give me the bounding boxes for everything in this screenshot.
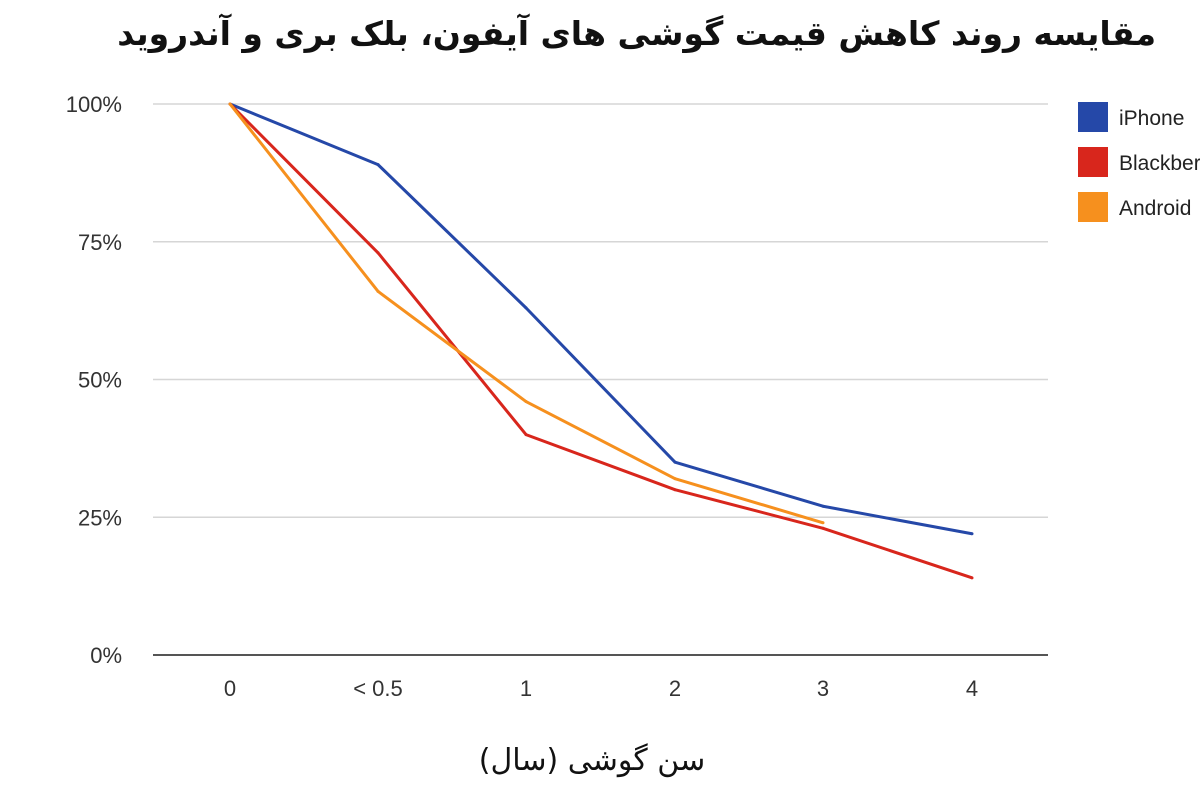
x-tick-label: 0 xyxy=(224,676,236,701)
data-point-iphone xyxy=(673,460,677,464)
data-point-blackberry xyxy=(673,488,677,492)
data-point-android xyxy=(524,400,528,404)
data-point-android xyxy=(673,477,677,481)
x-tick-label: 2 xyxy=(669,676,681,701)
x-tick-label: 4 xyxy=(966,676,978,701)
data-point-android xyxy=(376,289,380,293)
series-lines xyxy=(228,102,974,580)
data-point-iphone xyxy=(970,532,974,536)
data-point-iphone xyxy=(821,504,825,508)
data-point-blackberry xyxy=(821,526,825,530)
x-axis-title: سن گوشی (سال) xyxy=(479,743,705,778)
chart-title: مقایسه روند کاهش قیمت گوشی های آیفون، بل… xyxy=(117,14,1156,53)
series-line-blackberry xyxy=(228,102,973,580)
legend-label-blackberry: Blackberry xyxy=(1119,152,1200,175)
legend: iPhone Blackberry Android xyxy=(1078,102,1200,222)
legend-label-iphone: iPhone xyxy=(1119,107,1184,130)
data-point-blackberry xyxy=(376,251,380,255)
x-tick-label: 3 xyxy=(817,676,829,701)
x-axis-ticks: 0 < 0.5 1 2 3 4 xyxy=(224,676,978,701)
x-tick-label: < 0.5 xyxy=(353,676,403,701)
data-point-android xyxy=(821,521,825,525)
gridlines xyxy=(153,103,1048,656)
data-point-iphone xyxy=(376,163,380,167)
data-point-blackberry xyxy=(970,576,974,580)
y-tick-label: 100% xyxy=(66,92,122,117)
legend-swatch-blackberry xyxy=(1078,147,1108,177)
data-point-iphone xyxy=(524,306,528,310)
legend-label-android: Android xyxy=(1119,197,1191,220)
y-tick-label: 50% xyxy=(78,368,122,393)
data-point-android xyxy=(228,102,232,106)
data-point-blackberry xyxy=(524,433,528,437)
y-tick-label: 0% xyxy=(90,643,122,668)
y-tick-label: 25% xyxy=(78,505,122,530)
x-tick-label: 1 xyxy=(520,676,532,701)
y-tick-label: 75% xyxy=(78,230,122,255)
series-line-iphone xyxy=(229,102,973,536)
legend-swatch-iphone xyxy=(1078,102,1108,132)
legend-swatch-android xyxy=(1078,192,1108,222)
series-line-android xyxy=(228,103,824,525)
y-axis-ticks: 0% 25% 50% 75% 100% xyxy=(66,92,122,668)
